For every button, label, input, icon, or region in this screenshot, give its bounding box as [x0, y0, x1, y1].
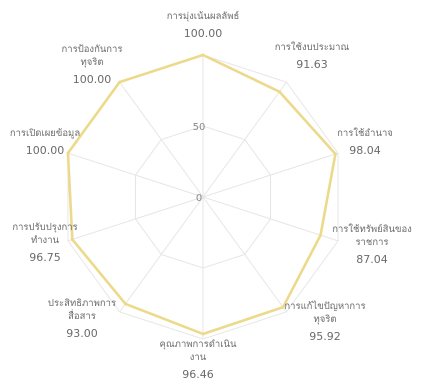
category-label-3-line-0: การใช้ทรัพย์สินของ [332, 223, 412, 235]
category-label-2-line-0: การใช้อำนาจ [337, 127, 393, 139]
category-label-7-line-0: การปรับปรุงการ [12, 222, 77, 233]
tick-label-1: 50 [193, 122, 206, 133]
category-label-0-line-0: การมุ่งเน้นผลลัพธ์ [167, 10, 240, 22]
value-label-7: 96.75 [29, 251, 61, 264]
data-point-8 [66, 151, 70, 155]
category-label-6-line-1: สื่อสาร [68, 309, 96, 322]
axis-spoke-3 [202, 196, 339, 242]
axis-spoke-1 [202, 81, 287, 198]
axis-spoke-9 [119, 81, 204, 198]
category-label-5-line-1: งาน [190, 352, 207, 363]
category-label-1-line-0: การใช้งบประมาณ [275, 41, 350, 53]
value-label-6: 93.00 [66, 327, 98, 340]
value-label-8: 100.00 [26, 144, 65, 157]
category-label-9-line-1: ทุจริต [80, 57, 103, 68]
category-label-3-line-1: ราชการ [355, 237, 388, 248]
value-label-1: 91.63 [296, 58, 328, 71]
axis-spoke-8 [67, 152, 204, 198]
data-point-7 [70, 237, 74, 241]
data-point-1 [277, 90, 281, 94]
data-point-5 [201, 332, 205, 336]
category-label-4-line-1: ทุจริต [313, 314, 336, 325]
axis-spoke-6 [119, 196, 204, 313]
category-label-5-line-0: คุณภาพการดำเนิน [160, 339, 237, 350]
data-point-6 [123, 302, 127, 306]
category-label-8-line-0: การเปิดเผยข้อมูล [10, 128, 80, 139]
category-label-7-line-1: ทำงาน [31, 235, 60, 246]
value-label-2: 98.04 [349, 144, 381, 157]
data-point-3 [319, 233, 323, 237]
category-label-4-line-0: การแก้ไขปัญหาการ [284, 300, 365, 312]
value-label-5: 96.46 [182, 368, 214, 381]
value-label-4: 95.92 [309, 330, 341, 343]
data-point-9 [118, 80, 122, 84]
value-label-0: 100.00 [184, 27, 223, 40]
axis-spoke-7 [67, 196, 204, 242]
category-label-9-line-0: การป้องกันการ [62, 44, 123, 55]
category-label-6-line-0: ประสิทธิภาพการ [48, 298, 116, 309]
tick-label-0: 0 [196, 193, 202, 204]
value-label-3: 87.04 [356, 253, 388, 266]
data-point-4 [281, 305, 285, 309]
data-point-2 [333, 152, 337, 156]
data-point-0 [201, 53, 205, 57]
axis-spoke-4 [202, 196, 287, 313]
axis-spoke-2 [202, 152, 339, 198]
value-label-9: 100.00 [73, 73, 112, 86]
